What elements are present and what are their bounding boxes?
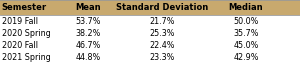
Text: 23.3%: 23.3% [149, 53, 175, 61]
Text: Mean: Mean [76, 3, 101, 12]
Text: 25.3%: 25.3% [149, 29, 175, 38]
Text: 46.7%: 46.7% [76, 41, 101, 50]
Text: 22.4%: 22.4% [149, 41, 175, 50]
Text: 45.0%: 45.0% [233, 41, 259, 50]
Bar [0, 0, 300, 15]
Text: 50.0%: 50.0% [233, 17, 259, 26]
Text: Median: Median [229, 3, 263, 12]
Text: Standard Deviation: Standard Deviation [116, 3, 208, 12]
Text: 35.7%: 35.7% [233, 29, 259, 38]
Text: 44.8%: 44.8% [76, 53, 101, 61]
Text: Semester: Semester [2, 3, 46, 12]
Text: 38.2%: 38.2% [76, 29, 101, 38]
Text: 53.7%: 53.7% [76, 17, 101, 26]
Text: 2020 Fall: 2020 Fall [2, 41, 38, 50]
Text: 2019 Fall: 2019 Fall [2, 17, 38, 26]
Text: 21.7%: 21.7% [149, 17, 175, 26]
Text: 42.9%: 42.9% [233, 53, 259, 61]
Text: 2020 Spring: 2020 Spring [2, 29, 50, 38]
Text: 2021 Spring: 2021 Spring [2, 53, 50, 61]
